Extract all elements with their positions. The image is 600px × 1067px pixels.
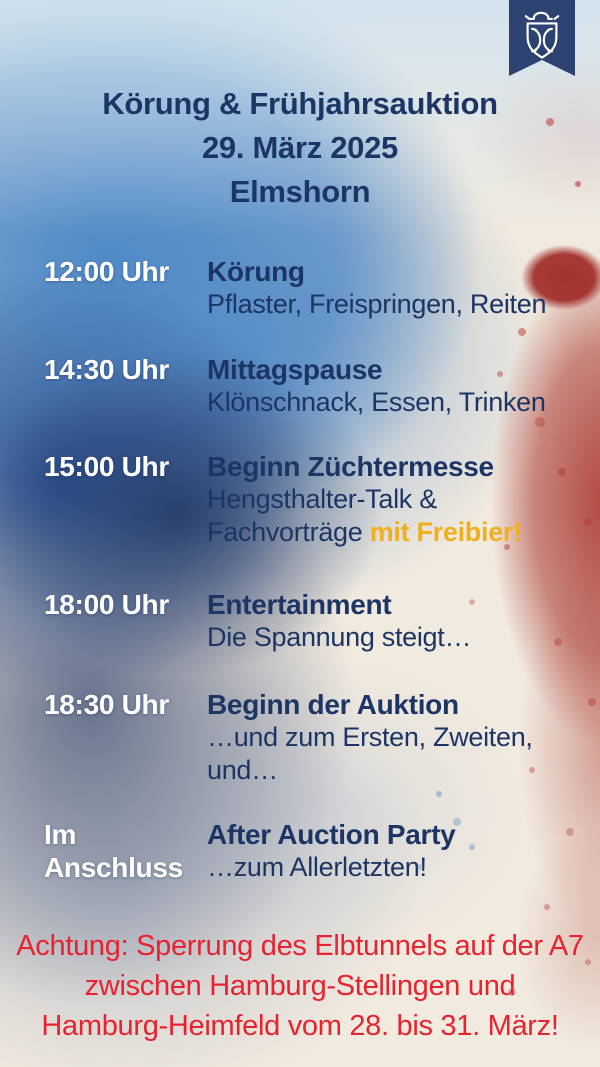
schedule-entry-detail: Fachvorträge mit Freibier! [207, 516, 580, 549]
schedule-time: 15:00 Uhr [44, 451, 169, 482]
schedule-row: 12:00 Uhr Körung Pflaster, Freispringen, R… [44, 255, 580, 321]
schedule-row: 14:30 Uhr Mittagspause Klönschnack, Essen,… [44, 353, 580, 419]
notice-line: Achtung: Sperrung des Elbtunnels auf der… [16, 930, 584, 962]
detail-text: Klönschnack, Essen, Trinken [207, 387, 546, 417]
detail-text: Fachvorträge [207, 517, 370, 547]
schedule-entry-detail: …und zum Ersten, Zweiten, [207, 721, 580, 754]
schedule-time: Im Anschluss [44, 819, 183, 883]
detail-text: Die Spannung steigt… [207, 622, 472, 652]
schedule-entry-detail: Hengsthalter-Talk & [207, 483, 580, 516]
schedule-entry-title: Beginn Züchtermesse [207, 451, 494, 482]
schedule-entry: After Auction Party …zum Allerletzten! [207, 818, 580, 884]
notice-line: Hamburg-Heimfeld vom 28. bis 31. März! [41, 1010, 559, 1042]
title-line-date: 29. März 2025 [201, 130, 398, 165]
schedule-time: 18:30 Uhr [44, 689, 169, 720]
schedule-entry-title: After Auction Party [207, 819, 456, 850]
schedule-row: 15:00 Uhr Beginn Züchtermesse Hengsthalter… [44, 450, 580, 549]
notice-line: zwischen Hamburg-Stellingen und [84, 970, 516, 1002]
title-line-location: Elmshorn [229, 174, 371, 209]
traffic-notice: Achtung: Sperrung des Elbtunnels auf der… [0, 926, 600, 1046]
schedule-entry-title: Körung [207, 256, 305, 287]
schedule-row: 18:00 Uhr Entertainment Die Spannung steig… [44, 588, 580, 654]
schedule-entry-detail: Klönschnack, Essen, Trinken [207, 386, 580, 419]
schedule: 12:00 Uhr Körung Pflaster, Freispringen, R… [0, 255, 600, 884]
schedule-time: 18:00 Uhr [44, 589, 169, 620]
detail-text: und… [207, 755, 278, 785]
schedule-row: 18:30 Uhr Beginn der Auktion …und zum Erst… [44, 688, 580, 787]
poster-title: Körung & Frühjahrsauktion 29. März 2025 … [0, 0, 600, 214]
holsteiner-shield-icon [515, 0, 569, 76]
detail-text: Hengsthalter-Talk & [207, 484, 437, 514]
detail-text: …zum Allerletzten! [207, 852, 427, 882]
schedule-entry-title: Entertainment [207, 589, 392, 620]
schedule-entry: Mittagspause Klönschnack, Essen, Trinken [207, 353, 580, 419]
schedule-entry-detail: …zum Allerletzten! [207, 851, 580, 884]
schedule-entry-title: Beginn der Auktion [207, 689, 459, 720]
schedule-row: Im Anschluss After Auction Party …zum Alle… [44, 818, 580, 884]
schedule-time: 12:00 Uhr [44, 256, 169, 287]
schedule-entry: Beginn Züchtermesse Hengsthalter-Talk & Fa… [207, 450, 580, 549]
detail-text: Pflaster, Freispringen, Reiten [207, 289, 547, 319]
schedule-entry: Entertainment Die Spannung steigt… [207, 588, 580, 654]
title-line-event: Körung & Frühjahrsauktion [102, 86, 498, 121]
highlighted-text: mit Freibier! [369, 517, 522, 547]
schedule-entry: Körung Pflaster, Freispringen, Reiten [207, 255, 580, 321]
detail-text: …und zum Ersten, Zweiten, [207, 722, 533, 752]
schedule-entry-title: Mittagspause [207, 354, 383, 385]
schedule-time: 14:30 Uhr [44, 354, 169, 385]
schedule-entry: Beginn der Auktion …und zum Ersten, Zweit… [207, 688, 580, 787]
schedule-entry-detail: Die Spannung steigt… [207, 621, 580, 654]
schedule-entry-detail: und… [207, 754, 580, 787]
schedule-entry-detail: Pflaster, Freispringen, Reiten [207, 288, 580, 321]
